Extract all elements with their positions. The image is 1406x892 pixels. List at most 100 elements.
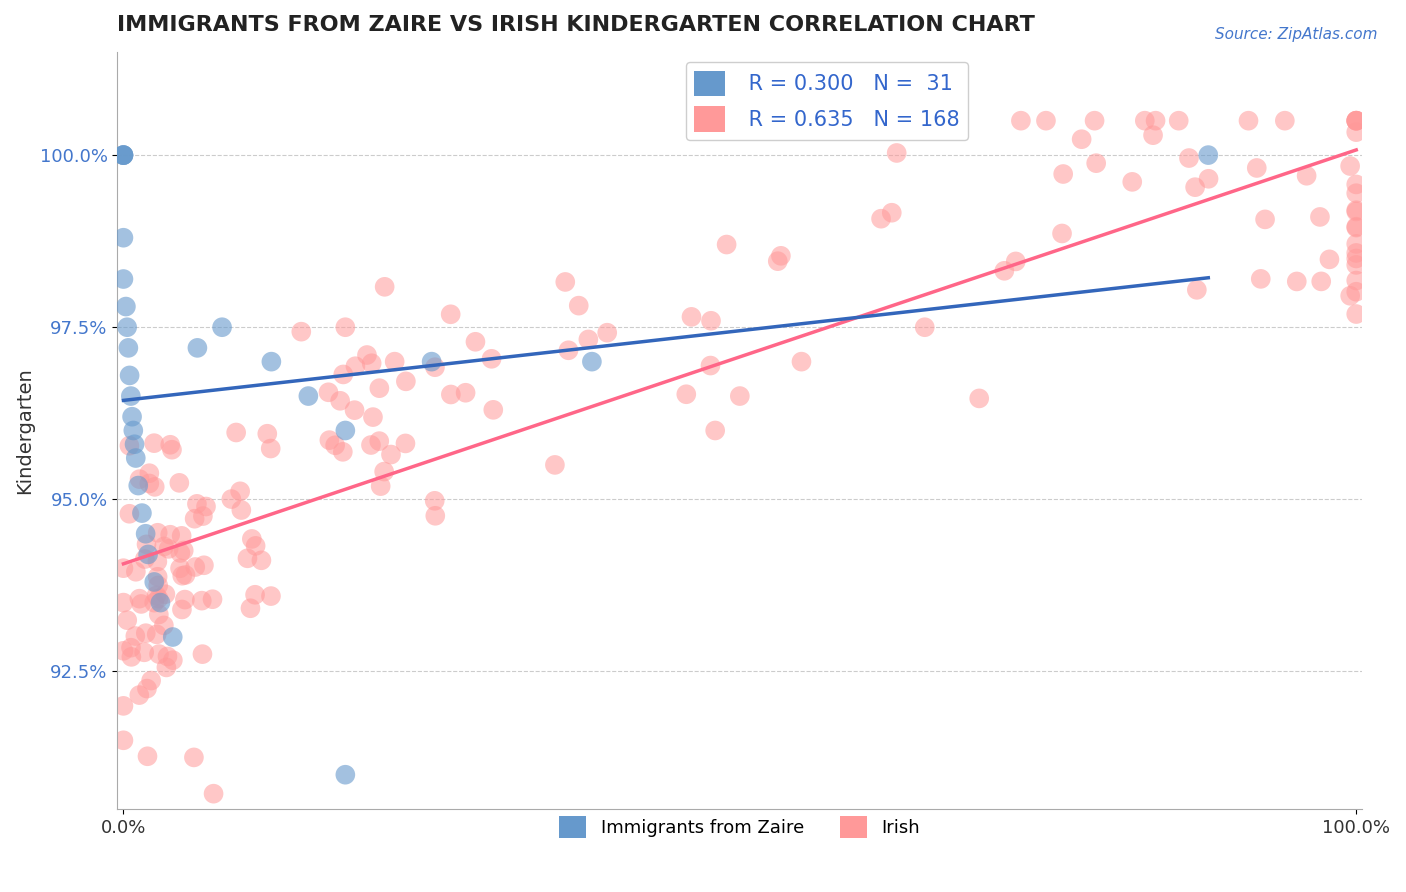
- Point: [384, 354, 406, 368]
- Point: [329, 393, 352, 408]
- Point: [245, 539, 267, 553]
- Point: [138, 476, 160, 491]
- Point: [356, 348, 378, 362]
- Point: [1070, 132, 1092, 146]
- Point: [186, 497, 208, 511]
- Point: [120, 649, 142, 664]
- Text: Source: ZipAtlas.com: Source: ZipAtlas.com: [1215, 27, 1378, 42]
- Point: [195, 500, 218, 514]
- Point: [544, 458, 567, 472]
- Point: [1346, 236, 1368, 251]
- Point: [769, 249, 792, 263]
- Point: [112, 230, 135, 244]
- Point: [225, 425, 247, 440]
- Point: [344, 359, 367, 374]
- Point: [1246, 161, 1268, 175]
- Point: [145, 627, 167, 641]
- Point: [260, 354, 283, 368]
- Point: [1346, 186, 1368, 201]
- Point: [124, 437, 146, 451]
- Point: [1346, 220, 1368, 235]
- Point: [681, 310, 703, 324]
- Point: [135, 537, 157, 551]
- Point: [1346, 285, 1368, 299]
- Point: [886, 145, 908, 160]
- Point: [149, 596, 172, 610]
- Point: [576, 333, 599, 347]
- Point: [335, 768, 357, 782]
- Point: [1309, 210, 1331, 224]
- Point: [172, 568, 194, 582]
- Point: [323, 438, 346, 452]
- Point: [240, 532, 263, 546]
- Point: [112, 644, 135, 658]
- Point: [120, 389, 142, 403]
- Point: [112, 561, 135, 575]
- Point: [146, 570, 169, 584]
- Point: [143, 596, 166, 610]
- Point: [112, 148, 135, 162]
- Text: IMMIGRANTS FROM ZAIRE VS IRISH KINDERGARTEN CORRELATION CHART: IMMIGRANTS FROM ZAIRE VS IRISH KINDERGAR…: [117, 15, 1035, 35]
- Point: [290, 325, 312, 339]
- Point: [169, 475, 191, 490]
- Point: [122, 424, 145, 438]
- Point: [297, 389, 319, 403]
- Y-axis label: Kindergarten: Kindergarten: [15, 368, 34, 494]
- Point: [1237, 113, 1260, 128]
- Point: [440, 387, 463, 401]
- Point: [169, 561, 191, 575]
- Point: [423, 360, 446, 375]
- Point: [146, 525, 169, 540]
- Point: [1295, 169, 1317, 183]
- Point: [425, 508, 447, 523]
- Point: [1185, 283, 1208, 297]
- Point: [121, 409, 143, 424]
- Point: [174, 592, 197, 607]
- Point: [481, 351, 503, 366]
- Point: [125, 565, 148, 579]
- Legend: Immigrants from Zaire, Irish: Immigrants from Zaire, Irish: [553, 809, 928, 846]
- Point: [1346, 113, 1368, 128]
- Point: [1167, 113, 1189, 128]
- Point: [1083, 113, 1105, 128]
- Point: [700, 314, 723, 328]
- Point: [1142, 128, 1164, 143]
- Point: [1346, 246, 1368, 260]
- Point: [1346, 113, 1368, 128]
- Point: [157, 541, 180, 556]
- Point: [260, 442, 283, 456]
- Point: [162, 630, 184, 644]
- Point: [112, 148, 135, 162]
- Point: [250, 553, 273, 567]
- Point: [1346, 203, 1368, 218]
- Point: [1184, 180, 1206, 194]
- Point: [201, 592, 224, 607]
- Point: [173, 543, 195, 558]
- Point: [115, 300, 138, 314]
- Point: [221, 492, 243, 507]
- Point: [1197, 148, 1219, 162]
- Point: [482, 402, 505, 417]
- Point: [1310, 274, 1333, 288]
- Point: [1346, 113, 1368, 128]
- Point: [138, 466, 160, 480]
- Point: [170, 529, 193, 543]
- Point: [191, 647, 214, 661]
- Point: [148, 647, 170, 661]
- Point: [128, 591, 150, 606]
- Point: [135, 526, 157, 541]
- Point: [394, 436, 416, 450]
- Point: [1052, 167, 1074, 181]
- Point: [159, 527, 181, 541]
- Point: [139, 673, 162, 688]
- Point: [125, 450, 148, 465]
- Point: [1198, 171, 1220, 186]
- Point: [1285, 275, 1308, 289]
- Point: [1346, 204, 1368, 219]
- Point: [153, 540, 176, 554]
- Point: [136, 749, 159, 764]
- Point: [134, 552, 156, 566]
- Point: [146, 555, 169, 569]
- Point: [423, 493, 446, 508]
- Point: [236, 551, 259, 566]
